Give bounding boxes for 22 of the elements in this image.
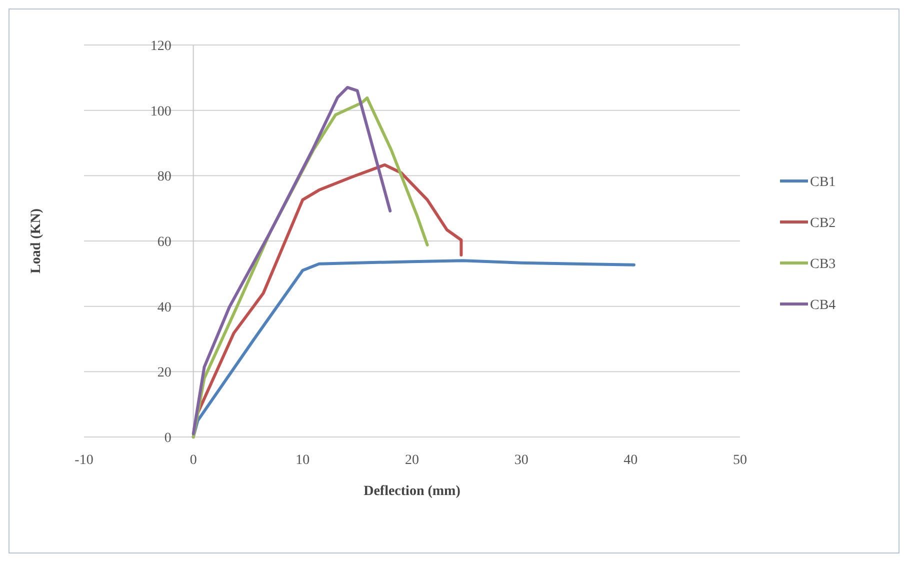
line-series: [192, 259, 636, 438]
y-tick-label: 100: [150, 104, 172, 120]
x-tick-label: 50: [733, 453, 747, 468]
legend-label: CB3: [810, 257, 836, 272]
legend-label: CB2: [810, 216, 836, 231]
y-tick-label: 20: [157, 366, 172, 381]
y-tick-label: 60: [157, 235, 172, 250]
x-tick-label: 40: [624, 453, 638, 468]
x-tick-label: -10: [74, 453, 94, 468]
x-tick-label: 30: [514, 453, 528, 468]
x-tick-label: 0: [190, 453, 197, 468]
legend-label: CB1: [810, 175, 836, 190]
y-tick-label: 80: [157, 170, 172, 185]
y-tick-label: 40: [157, 300, 172, 316]
y-tick-label: 120: [150, 39, 172, 54]
line-series: [192, 86, 392, 436]
x-tick-label: 20: [405, 453, 419, 468]
y-axis-title: Load (KN): [29, 208, 44, 274]
x-axis-title: Deflection (mm): [364, 484, 461, 499]
y-tick-label: 0: [164, 431, 172, 446]
legend-label: CB4: [810, 298, 836, 313]
x-tick-label: 10: [296, 453, 310, 468]
